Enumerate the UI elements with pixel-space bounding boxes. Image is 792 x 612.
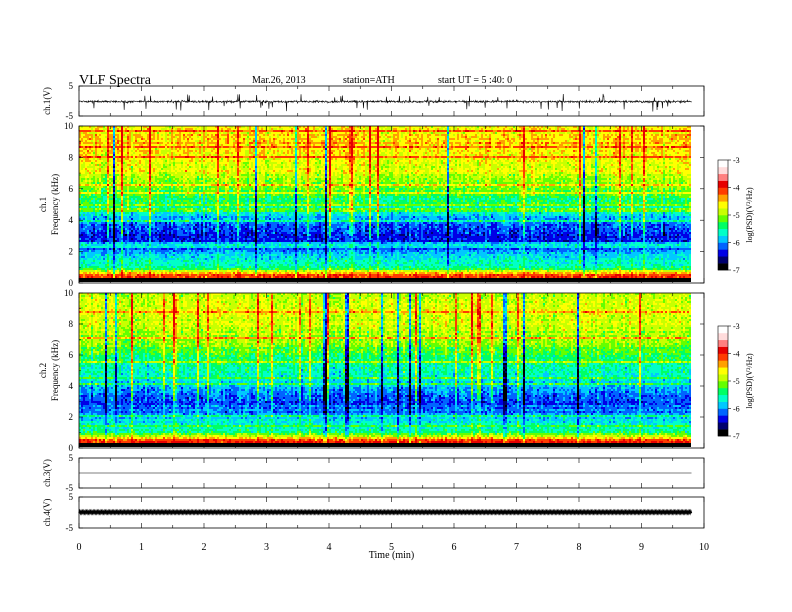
colorbar-swatch — [718, 181, 728, 188]
colorbar-swatch — [718, 215, 728, 222]
colorbar-swatch — [718, 333, 728, 340]
x-tick-label: 8 — [577, 542, 582, 553]
y-tick-label: 4 — [69, 215, 74, 225]
x-tick-label: 3 — [264, 542, 269, 553]
colorbar-swatch — [718, 167, 728, 174]
y-axis-label: Frequency (kHz) — [50, 174, 60, 235]
colorbar-tick-label: -3 — [733, 322, 740, 331]
colorbar-tick-label: -4 — [733, 350, 740, 359]
x-tick-label: 0 — [77, 542, 82, 553]
colorbar-swatch — [718, 188, 728, 195]
colorbar-swatch — [718, 360, 728, 367]
ch3-waveform-panel: 5-5ch.3(V) — [42, 453, 704, 493]
colorbar-tick-label: -3 — [733, 156, 740, 165]
colorbar-swatch — [718, 326, 728, 333]
y-tick-label: 6 — [69, 350, 74, 360]
y-axis-label: Frequency (kHz) — [50, 340, 60, 401]
y-tick-label: 0 — [69, 443, 74, 453]
y-tick-label: 6 — [69, 184, 74, 194]
colorbar-tick-label: -4 — [733, 184, 740, 193]
colorbar-swatch — [718, 194, 728, 201]
y-tick-label: 2 — [69, 412, 74, 422]
ch1-waveform-panel: 5 -5 ch.1(V) — [42, 81, 704, 121]
channel-label: ch.2 — [38, 363, 48, 378]
colorbar-swatch — [718, 402, 728, 409]
ch2-spectrogram-panel: 0 2 4 6 8 10 ch.2 Frequency (kHz) — [38, 288, 704, 453]
y-axis-label: ch.1(V) — [42, 87, 52, 115]
colorbar-swatch — [718, 422, 728, 429]
colorbar-swatch — [718, 367, 728, 374]
colorbar-swatch — [718, 208, 728, 215]
y-tick-label: 5 — [69, 492, 74, 502]
waveform-trace — [79, 94, 692, 112]
colorbar-swatch — [718, 354, 728, 361]
x-axis-label: Time (min) — [369, 550, 414, 561]
waveform-trace — [79, 511, 692, 513]
y-tick-label: 10 — [64, 121, 74, 131]
colorbar-swatch — [718, 222, 728, 229]
y-tick-label: 0 — [69, 278, 74, 288]
spectrogram-cells — [79, 293, 691, 447]
y-tick-label: 8 — [69, 319, 74, 329]
colorbar-swatch — [718, 381, 728, 388]
ch1-spectrogram-panel: 0 2 4 6 8 10 ch.1 Frequency (kHz) — [38, 121, 704, 288]
colorbar-tick-label: -7 — [733, 266, 740, 275]
x-tick-label: 1 — [139, 542, 144, 553]
y-tick-label: -5 — [66, 523, 74, 533]
colorbar-swatch — [718, 201, 728, 208]
colorbar-tick-label: -5 — [733, 377, 740, 386]
ch4-waveform-panel: 5 -5 ch.4(V) — [42, 492, 704, 533]
colorbar-tick-label: -6 — [733, 239, 740, 248]
y-tick-label: 5 — [69, 81, 74, 91]
colorbar-swatch — [718, 249, 728, 256]
channel-label: ch.1 — [38, 197, 48, 212]
colorbar-swatch — [718, 429, 728, 436]
colorbar-swatch — [718, 409, 728, 416]
y-tick-label: 8 — [69, 152, 74, 162]
x-tick-label: 2 — [202, 542, 207, 553]
y-tick-label: 5 — [69, 453, 74, 463]
y-axis-label: ch.3(V) — [42, 459, 52, 487]
x-tick-label: 4 — [327, 542, 332, 553]
colorbar-swatch — [718, 374, 728, 381]
x-tick-label: 6 — [452, 542, 457, 553]
colorbar-label: log(PSD)(V²/Hz) — [745, 353, 754, 409]
y-tick-label: 10 — [64, 288, 74, 298]
colorbar-tick-label: -6 — [733, 405, 740, 414]
x-tick-label: 9 — [639, 542, 644, 553]
ch1-colorbar: -3 -4 -5 -6 -7 log(PSD)(V²/Hz) — [718, 156, 754, 275]
colorbar-label: log(PSD)(V²/Hz) — [745, 187, 754, 243]
colorbar-swatch — [718, 263, 728, 270]
x-tick-label: 7 — [514, 542, 519, 553]
x-tick-label: 10 — [699, 542, 709, 553]
colorbar-swatch — [718, 415, 728, 422]
colorbar-swatch — [718, 236, 728, 243]
colorbar-tick-label: -5 — [733, 211, 740, 220]
colorbar-swatch — [718, 395, 728, 402]
colorbar-tick-label: -7 — [733, 432, 740, 441]
spectrogram-cells — [79, 126, 691, 282]
colorbar-swatch — [718, 340, 728, 347]
colorbar-swatch — [718, 243, 728, 250]
y-tick-label: 2 — [69, 247, 74, 257]
y-axis-label: ch.4(V) — [42, 499, 52, 527]
colorbar-swatch — [718, 388, 728, 395]
ch2-colorbar: -3 -4 -5 -6 -7 log(PSD)(V²/Hz) — [718, 322, 754, 441]
colorbar-swatch — [718, 229, 728, 236]
colorbar-swatch — [718, 174, 728, 181]
colorbar-swatch — [718, 347, 728, 354]
y-tick-label: 4 — [69, 381, 74, 391]
colorbar-swatch — [718, 160, 728, 167]
y-tick-label: -5 — [66, 111, 74, 121]
colorbar-swatch — [718, 256, 728, 263]
